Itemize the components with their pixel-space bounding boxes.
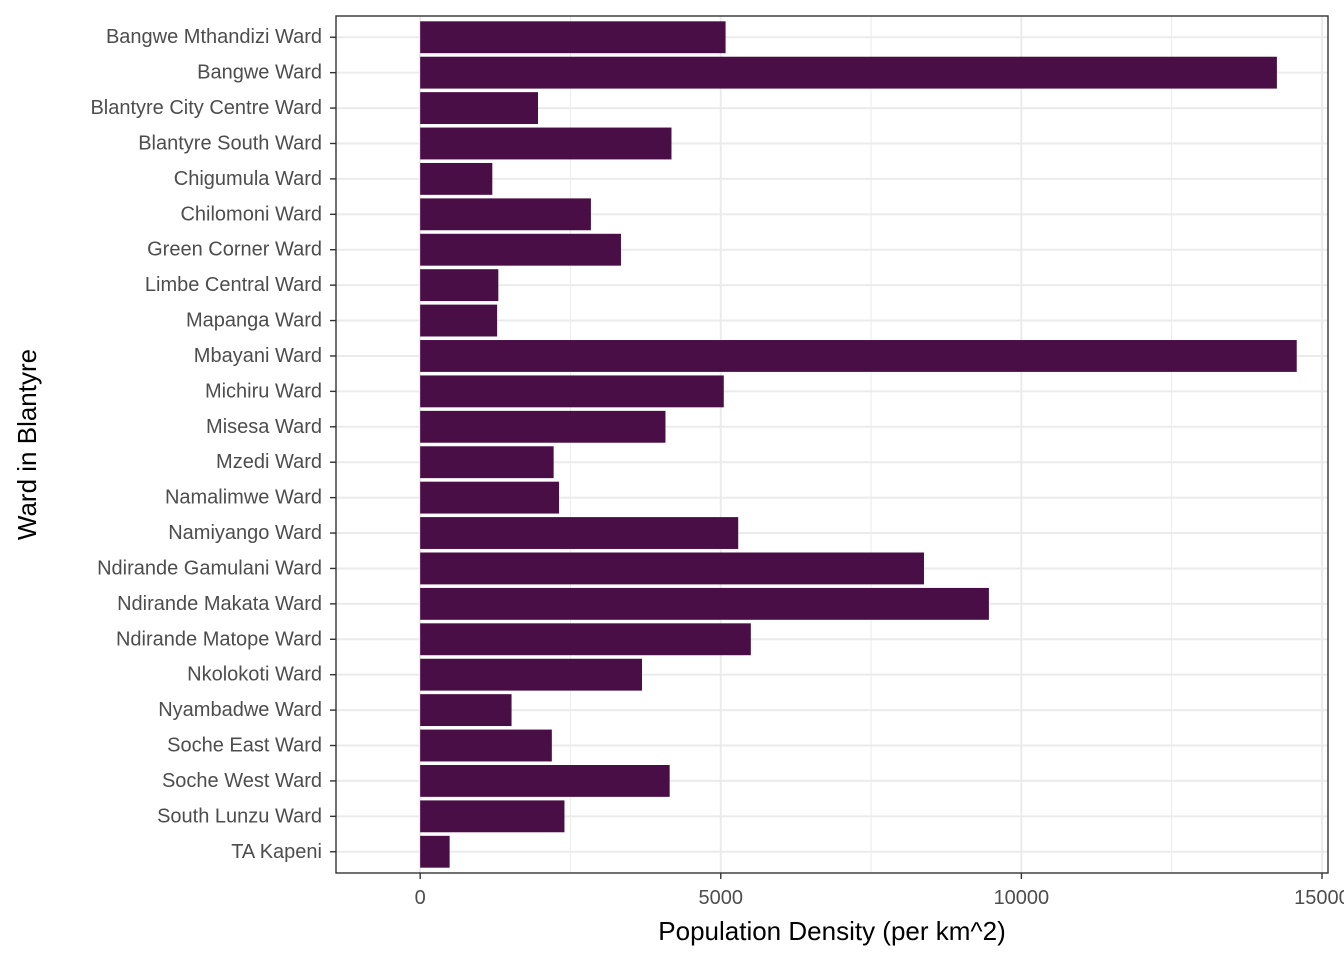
y-tick-label: Namalimwe Ward	[165, 487, 322, 509]
y-tick-label: Blantyre South Ward	[138, 132, 322, 154]
bar	[420, 552, 924, 585]
x-axis: 0 5000 10000 15000	[415, 873, 1344, 909]
y-tick-label: Chigumula Ward	[174, 168, 322, 190]
y-tick-label: Ndirande Gamulani Ward	[97, 557, 322, 579]
bar	[420, 375, 724, 408]
bar	[420, 658, 643, 691]
bar	[420, 162, 493, 195]
x-axis-title: Population Density (per km^2)	[658, 916, 1005, 946]
x-tick-label: 15000	[1294, 887, 1344, 909]
y-tick-label: Ndirande Makata Ward	[117, 593, 322, 615]
bar	[420, 198, 591, 231]
y-tick-label: Namiyango Ward	[168, 522, 322, 544]
y-tick-label: Ndirande Matope Ward	[116, 628, 322, 650]
y-tick-label: Green Corner Ward	[147, 239, 322, 261]
bar	[420, 517, 739, 549]
y-tick-label: Blantyre City Centre Ward	[90, 97, 322, 119]
bar	[420, 729, 552, 762]
bar	[420, 694, 512, 727]
y-tick-label: Bangwe Mthandizi Ward	[106, 26, 322, 48]
y-axis: Bangwe Mthandizi Ward Bangwe Ward Blantyre…	[90, 26, 336, 863]
bar	[420, 269, 499, 302]
panel-border	[335, 15, 1329, 874]
bar	[420, 800, 565, 833]
x-tick-label: 0	[415, 887, 426, 909]
bar	[420, 764, 670, 797]
y-tick-label: Mzedi Ward	[216, 451, 322, 473]
y-tick-label: Chilomoni Ward	[180, 203, 322, 225]
y-tick-label: Michiru Ward	[205, 380, 322, 402]
bar	[420, 410, 666, 443]
y-tick-label: Mapanga Ward	[186, 310, 322, 332]
y-tick-label: South Lunzu Ward	[157, 805, 322, 827]
y-axis-title: Ward in Blantyre	[12, 349, 42, 540]
y-tick-label: Limbe Central Ward	[145, 274, 322, 296]
y-tick-label: TA Kapeni	[231, 841, 322, 863]
bar	[420, 127, 672, 160]
bar	[420, 446, 554, 479]
bar	[420, 587, 989, 620]
bar	[420, 92, 539, 125]
bar	[420, 623, 751, 656]
y-tick-label: Misesa Ward	[206, 416, 322, 438]
y-tick-label: Soche East Ward	[167, 735, 322, 757]
x-tick-label: 5000	[699, 887, 744, 909]
y-tick-label: Nkolokoti Ward	[187, 664, 322, 686]
bar	[420, 56, 1277, 89]
y-tick-label: Soche West Ward	[162, 770, 322, 792]
bar	[420, 340, 1297, 372]
y-tick-label: Nyambadwe Ward	[158, 699, 322, 721]
bar	[420, 21, 726, 54]
bars	[420, 21, 1297, 868]
bar	[420, 481, 560, 514]
x-tick-label: 10000	[994, 887, 1050, 909]
bar	[420, 233, 621, 266]
bar	[420, 835, 450, 868]
y-tick-label: Mbayani Ward	[194, 345, 322, 367]
y-tick-label: Bangwe Ward	[197, 62, 322, 84]
bar	[420, 304, 498, 337]
